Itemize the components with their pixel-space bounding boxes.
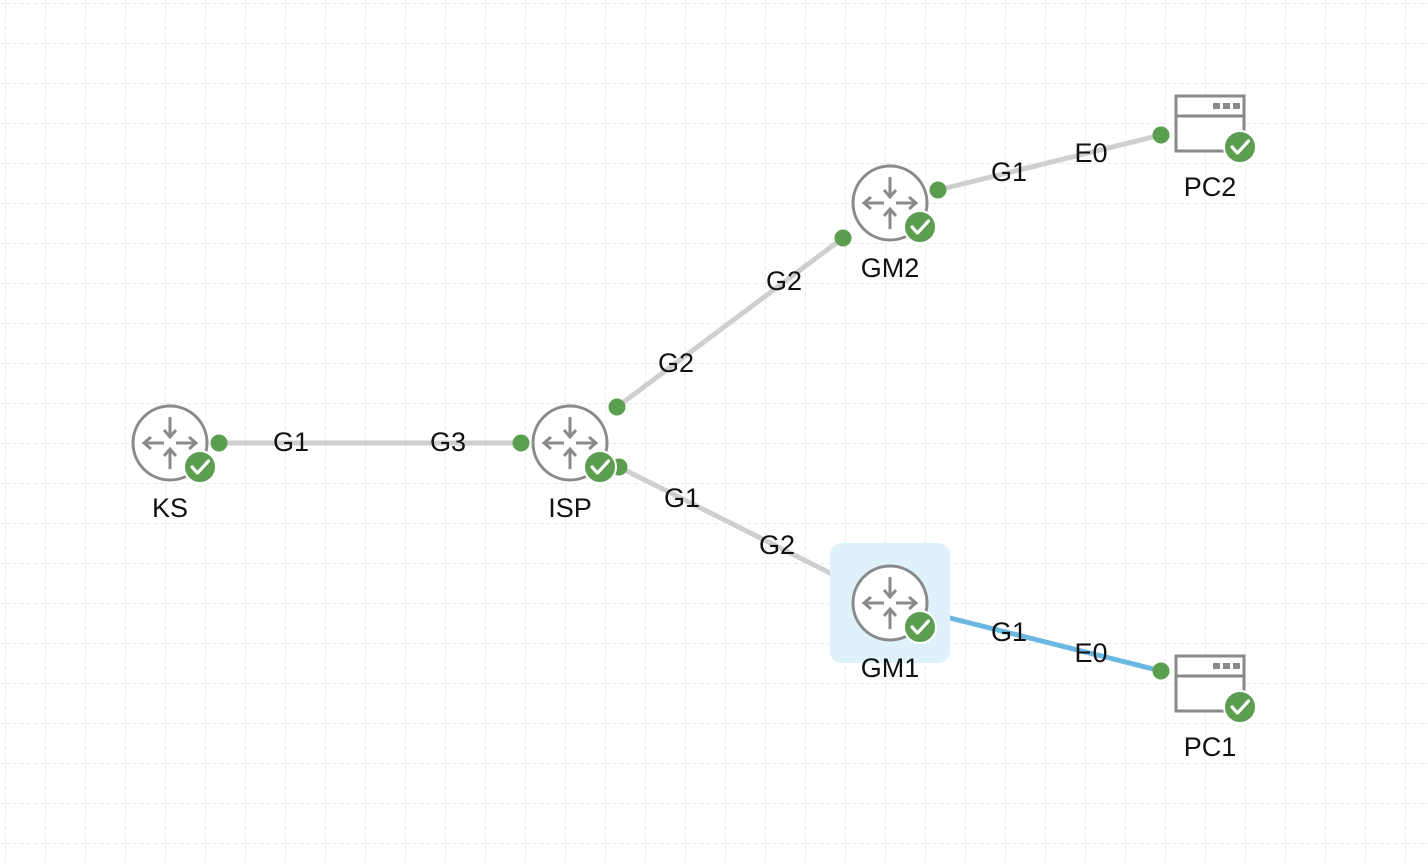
link-gm2-pc2[interactable]	[929, 126, 1170, 199]
status-ok-icon	[903, 610, 937, 644]
port-label: G1	[991, 617, 1027, 647]
port-label: E0	[1074, 638, 1107, 668]
port-label: G2	[759, 530, 795, 560]
port-dot-pc2-e0[interactable]	[1152, 126, 1170, 144]
link-ks-isp[interactable]	[210, 434, 530, 452]
node-gm1[interactable]: GM1	[830, 543, 950, 683]
port-label: G2	[766, 266, 802, 296]
node-ks[interactable]: KS	[131, 404, 217, 523]
port-labels-layer: G1 G3 G2 G2 G1 G2 G1 E0 G1 E0	[273, 138, 1108, 668]
node-label: GM2	[861, 253, 920, 283]
status-ok-icon	[183, 450, 217, 484]
node-gm2[interactable]: GM2	[851, 164, 937, 283]
node-isp[interactable]: ISP	[531, 404, 617, 523]
link-isp-gm2[interactable]	[608, 229, 852, 416]
port-dot-ks-g1[interactable]	[210, 434, 228, 452]
status-ok-icon	[903, 210, 937, 244]
nodes-layer: KS ISP GM2 GM1 PC2 PC1	[131, 94, 1257, 762]
status-ok-icon	[583, 450, 617, 484]
node-label: GM1	[861, 653, 920, 683]
node-label: KS	[152, 493, 188, 523]
port-label: G1	[273, 427, 309, 457]
node-label: PC1	[1184, 732, 1237, 762]
port-label: E0	[1074, 138, 1107, 168]
link-line[interactable]	[935, 132, 1164, 193]
link-line[interactable]	[614, 235, 846, 410]
status-ok-icon	[1223, 690, 1257, 724]
node-pc1[interactable]: PC1	[1174, 654, 1257, 762]
status-ok-icon	[1223, 130, 1257, 164]
link-line[interactable]	[935, 612, 1164, 674]
node-label: ISP	[548, 493, 592, 523]
port-dot-isp-g2[interactable]	[608, 398, 626, 416]
port-dot-gm2-g2[interactable]	[834, 229, 852, 247]
node-pc2[interactable]: PC2	[1174, 94, 1257, 202]
port-label: G2	[658, 348, 694, 378]
port-dot-isp-g3[interactable]	[512, 434, 530, 452]
port-label: G3	[430, 427, 466, 457]
router-icon	[531, 404, 609, 482]
port-label: G1	[664, 483, 700, 513]
node-label: PC2	[1184, 172, 1237, 202]
port-dot-gm2-g1[interactable]	[929, 181, 947, 199]
link-line[interactable]	[616, 464, 845, 582]
port-label: G1	[991, 157, 1027, 187]
port-dot-pc1-e0[interactable]	[1152, 662, 1170, 680]
